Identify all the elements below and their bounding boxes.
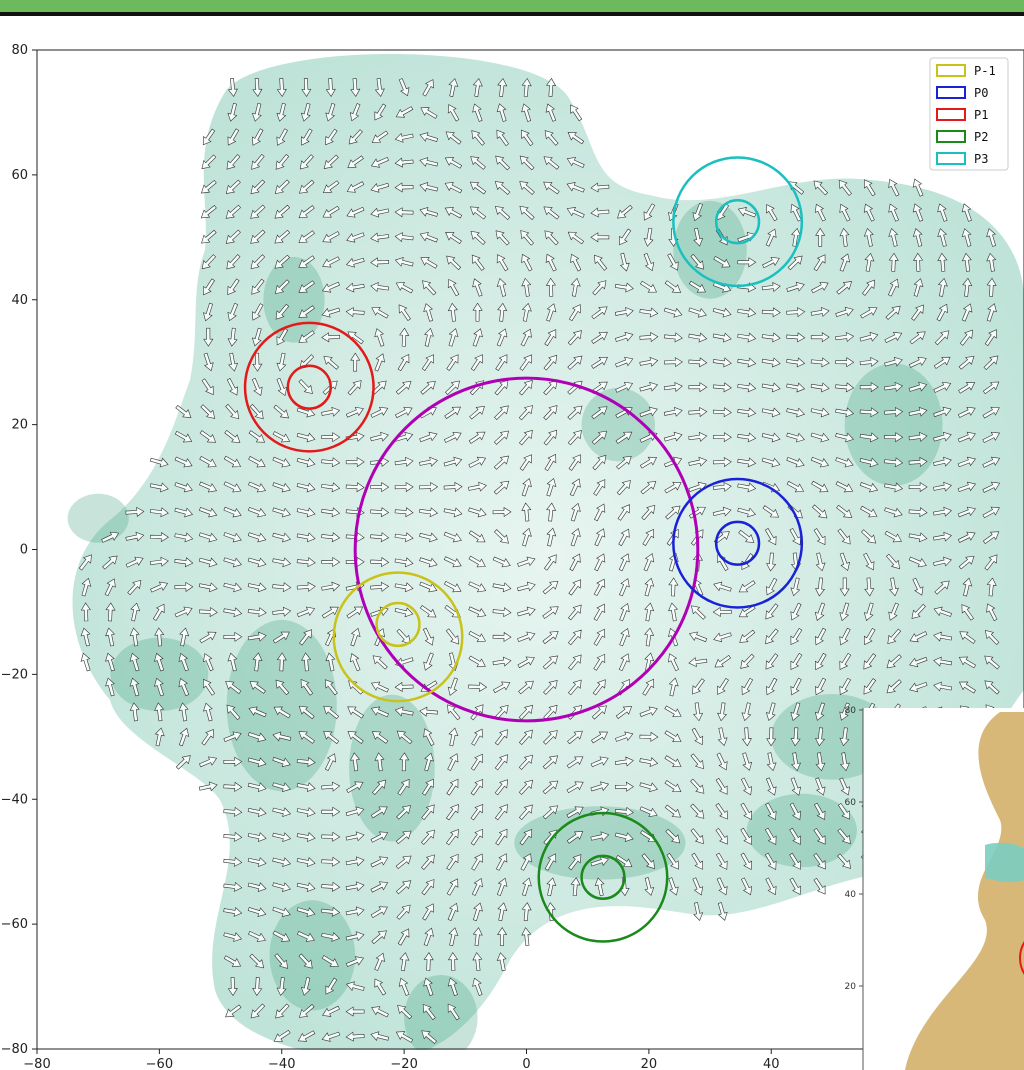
y-tick-label: 80	[11, 43, 28, 58]
density-patch	[404, 975, 477, 1061]
density-patch	[68, 494, 129, 543]
legend-label-p0: P0	[974, 86, 988, 100]
density-patch	[227, 620, 337, 791]
density-patch	[110, 638, 208, 711]
x-tick-label: −40	[268, 1057, 295, 1070]
inset-tick-label: 60	[845, 798, 857, 808]
y-tick-label: 40	[11, 293, 28, 308]
x-tick-label: 20	[641, 1057, 658, 1070]
x-tick-label: −20	[390, 1057, 417, 1070]
inset-tick-label: 20	[845, 982, 857, 992]
x-tick-label: 40	[763, 1057, 780, 1070]
legend-label-p3: P3	[974, 152, 988, 166]
legend-label-p1: P-1	[974, 64, 996, 78]
y-tick-label: 20	[11, 418, 28, 433]
density-patch	[263, 257, 324, 343]
inset-tick-label: 40	[845, 890, 857, 900]
x-tick-label: 0	[522, 1057, 530, 1070]
legend-label-p2: P2	[974, 130, 988, 144]
y-tick-label: 0	[20, 543, 28, 558]
inset-cool-band	[985, 843, 1024, 882]
density-patch	[673, 201, 746, 299]
inset-tick-label: 80	[845, 706, 857, 716]
y-tick-label: −20	[1, 667, 28, 682]
y-tick-label: −40	[1, 792, 28, 807]
y-tick-label: −80	[1, 1042, 28, 1057]
y-tick-label: 60	[11, 168, 28, 183]
x-tick-label: −80	[23, 1057, 50, 1070]
density-patch	[845, 363, 943, 485]
y-tick-label: −60	[1, 917, 28, 932]
x-tick-label: −60	[146, 1057, 173, 1070]
inset-panel: 80 60 40 20	[845, 706, 1024, 1070]
legend: P-1 P0 P1 P2 P3	[930, 58, 1008, 170]
legend-label-p1: P1	[974, 108, 988, 122]
